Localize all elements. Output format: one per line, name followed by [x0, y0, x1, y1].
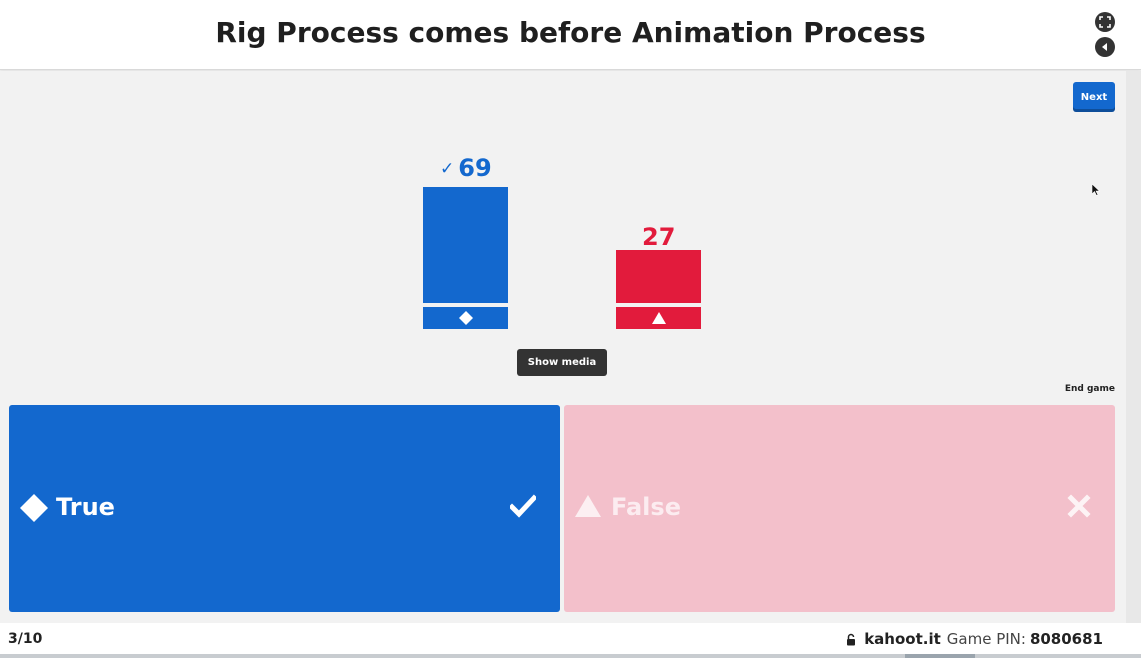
mouse-cursor-icon — [1092, 184, 1100, 196]
true-answer-count: ✓ 69 — [440, 154, 492, 182]
false-answer-bar-base — [616, 307, 701, 329]
game-pin-label: Game PIN: — [946, 630, 1026, 648]
false-answer-count: 27 — [642, 223, 676, 251]
answer-true-panel: True — [9, 405, 560, 612]
fullscreen-icon — [1099, 16, 1111, 28]
footer-bar: 3/10 kahoot.it Game PIN: 8080681 — [0, 623, 1141, 658]
kahoot-domain: kahoot.it — [864, 630, 941, 648]
lock-icon — [846, 633, 856, 646]
true-answer-bar-base — [423, 307, 508, 329]
correct-check-icon — [510, 494, 536, 518]
game-pin-value: 8080681 — [1029, 630, 1103, 648]
true-answer-bar — [423, 187, 508, 303]
game-pin-area: kahoot.it Game PIN: 8080681 — [846, 630, 1103, 648]
answer-false-panel: False — [564, 405, 1115, 612]
horizontal-scrollbar[interactable] — [0, 654, 1141, 658]
question-title: Rig Process comes before Animation Proce… — [215, 16, 926, 49]
scrollbar[interactable] — [1126, 71, 1141, 623]
sound-icon — [1102, 43, 1107, 51]
header-bar: Rig Process comes before Animation Proce… — [0, 0, 1141, 70]
incorrect-cross-icon — [1067, 494, 1091, 518]
triangle-icon — [651, 312, 666, 324]
diamond-icon — [20, 494, 48, 522]
sound-button[interactable] — [1095, 37, 1115, 57]
correct-check-icon: ✓ — [440, 159, 455, 179]
fullscreen-button[interactable] — [1095, 12, 1115, 32]
end-game-link[interactable]: End game — [1064, 384, 1115, 394]
next-button[interactable]: Next — [1073, 82, 1115, 112]
show-media-button[interactable]: Show media — [517, 349, 607, 376]
diamond-icon — [458, 311, 473, 325]
false-answer-bar — [616, 250, 701, 303]
true-count-value: 69 — [458, 154, 492, 182]
answer-true-label: True — [56, 493, 115, 521]
question-progress: 3/10 — [8, 631, 43, 647]
answer-false-label: False — [611, 493, 681, 521]
horizontal-scrollbar-thumb[interactable] — [905, 654, 975, 658]
triangle-icon — [575, 495, 601, 517]
